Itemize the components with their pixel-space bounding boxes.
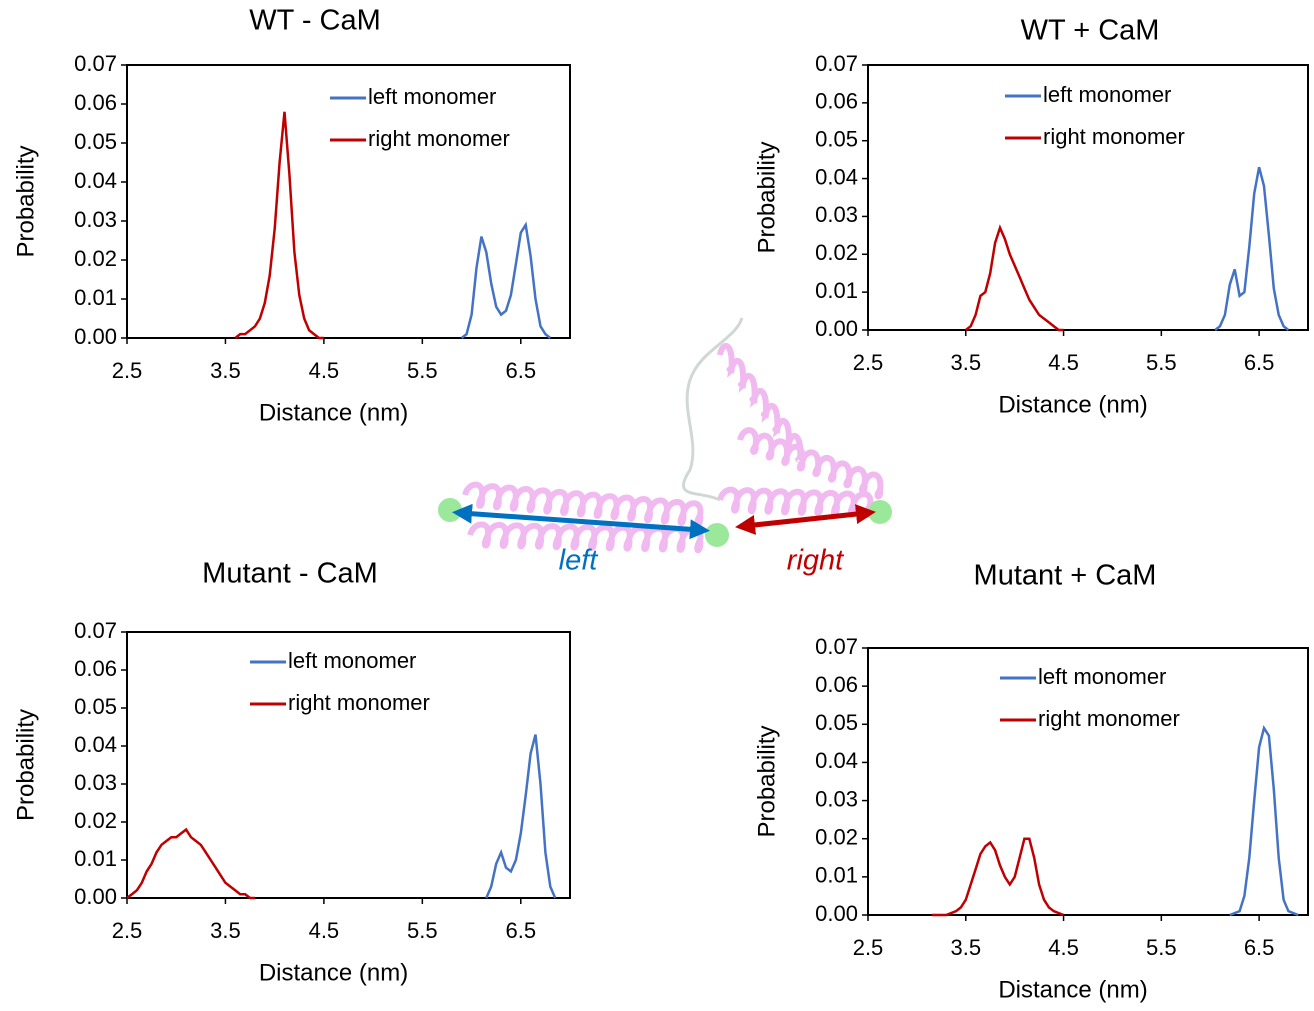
helix (462, 481, 704, 528)
x-tick-label: 4.5 (1048, 935, 1079, 960)
y-tick-label: 0.03 (815, 786, 858, 811)
x-tick-label: 3.5 (210, 358, 241, 383)
y-tick-label: 0.06 (74, 90, 117, 115)
y-tick-label: 0.05 (815, 710, 858, 735)
x-tick-label: 6.5 (1244, 350, 1275, 375)
y-tick-label: 0.02 (74, 246, 117, 271)
y-tick-label: 0.07 (74, 51, 117, 76)
x-tick-label: 5.5 (1146, 350, 1177, 375)
y-tick-label: 0.06 (815, 672, 858, 697)
x-tick-label: 2.5 (112, 358, 143, 383)
x-tick-label: 2.5 (112, 918, 143, 943)
y-tick-label: 0.03 (815, 202, 858, 227)
anchor-point (705, 523, 729, 547)
x-axis-label: Distance (nm) (259, 959, 408, 986)
legend-label: right monomer (288, 690, 430, 715)
x-axis-label: Distance (nm) (998, 976, 1147, 1003)
legend-label: left monomer (1038, 664, 1166, 689)
chart-title: Mutant - CaM (202, 558, 378, 590)
y-axis-label: Probability (753, 725, 780, 837)
legend-label: left monomer (288, 648, 416, 673)
y-tick-label: 0.02 (74, 808, 117, 833)
x-tick-label: 2.5 (853, 935, 884, 960)
y-tick-label: 0.01 (74, 285, 117, 310)
x-tick-label: 5.5 (407, 358, 438, 383)
series-line (965, 224, 1064, 332)
anchor-point (438, 498, 462, 522)
y-tick-label: 0.04 (815, 748, 858, 773)
x-tick-label: 6.5 (505, 918, 536, 943)
left-label: left (559, 545, 600, 577)
chart-title: Mutant + CaM (974, 560, 1157, 592)
y-tick-label: 0.04 (74, 168, 117, 193)
series-line (1229, 725, 1299, 917)
series-line (126, 827, 255, 900)
x-axis-label: Distance (nm) (998, 391, 1147, 418)
x-tick-label: 5.5 (407, 918, 438, 943)
chart-title: WT + CaM (1021, 15, 1160, 47)
y-tick-label: 0.04 (74, 732, 117, 757)
y-tick-label: 0.07 (815, 51, 858, 76)
series-line (485, 734, 557, 899)
y-tick-label: 0.02 (815, 240, 858, 265)
left-arrow (452, 503, 710, 540)
y-tick-label: 0.03 (74, 207, 117, 232)
y-axis-label: Probability (12, 145, 39, 257)
anchor-point (868, 500, 892, 524)
x-tick-label: 4.5 (309, 358, 340, 383)
helix (717, 342, 804, 464)
plot-frame (126, 64, 571, 339)
x-tick-label: 5.5 (1146, 935, 1177, 960)
right-arrow (735, 504, 876, 535)
y-axis-label: Probability (753, 141, 780, 253)
helix (737, 427, 884, 500)
series-line (1214, 166, 1290, 331)
x-tick-label: 3.5 (210, 918, 241, 943)
plot-frame (867, 64, 1309, 331)
x-tick-label: 3.5 (950, 935, 981, 960)
helix (717, 486, 874, 519)
legend-label: left monomer (1043, 82, 1171, 107)
series-line (460, 221, 552, 339)
x-axis-label: Distance (nm) (259, 399, 408, 426)
plot-frame (126, 631, 571, 899)
y-axis-label: Probability (12, 709, 39, 821)
x-tick-label: 3.5 (950, 350, 981, 375)
y-tick-label: 0.02 (815, 825, 858, 850)
x-tick-label: 6.5 (1244, 935, 1275, 960)
y-tick-label: 0.06 (74, 656, 117, 681)
y-tick-label: 0.00 (74, 324, 117, 349)
y-tick-label: 0.05 (74, 694, 117, 719)
y-tick-label: 0.05 (815, 127, 858, 152)
y-tick-label: 0.00 (74, 884, 117, 909)
x-tick-label: 4.5 (309, 918, 340, 943)
series-line (234, 111, 324, 340)
y-tick-label: 0.07 (74, 618, 117, 643)
legend-label: right monomer (368, 126, 510, 151)
legend-label: right monomer (1038, 706, 1180, 731)
y-tick-label: 0.04 (815, 164, 858, 189)
x-tick-label: 6.5 (505, 358, 536, 383)
x-tick-label: 4.5 (1048, 350, 1079, 375)
loop (682, 317, 744, 502)
legend-label: right monomer (1043, 124, 1185, 149)
y-tick-label: 0.05 (74, 129, 117, 154)
y-tick-label: 0.06 (815, 89, 858, 114)
y-tick-label: 0.01 (815, 863, 858, 888)
y-tick-label: 0.03 (74, 770, 117, 795)
y-tick-label: 0.01 (815, 278, 858, 303)
plot-frame (867, 647, 1309, 916)
x-tick-label: 2.5 (853, 350, 884, 375)
chart-title: WT - CaM (249, 5, 381, 37)
series-line (931, 837, 1065, 917)
y-tick-label: 0.00 (815, 316, 858, 341)
y-tick-label: 0.07 (815, 634, 858, 659)
right-label: right (787, 545, 845, 577)
y-tick-label: 0.00 (815, 901, 858, 926)
legend-label: left monomer (368, 84, 496, 109)
y-tick-label: 0.01 (74, 846, 117, 871)
